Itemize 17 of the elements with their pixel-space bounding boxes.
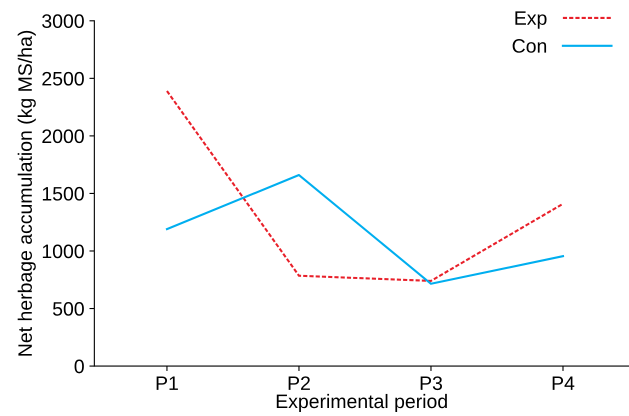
legend-label: Exp — [515, 11, 547, 29]
y-tick-label: 3000 — [42, 14, 84, 28]
y-tick-label: 2500 — [42, 72, 84, 86]
y-tick-label: 500 — [52, 302, 84, 316]
y-tick-label: 0 — [74, 360, 84, 374]
line-series — [166, 174, 564, 285]
x-axis-title: Experimental period — [276, 394, 447, 412]
x-tick-label: P4 — [552, 376, 574, 390]
x-tick-label: P3 — [420, 376, 442, 390]
x-tick-label: P1 — [156, 376, 178, 390]
legend-label: Con — [512, 39, 546, 53]
x-tick-label: P2 — [288, 376, 310, 390]
y-axis-title: Net herbage accumulation (kg MS/ha) — [18, 30, 36, 356]
y-tick-label: 1500 — [42, 186, 84, 201]
y-tick-label: 1000 — [42, 244, 84, 258]
line-series — [166, 90, 564, 282]
y-tick-label: 2000 — [42, 129, 84, 144]
